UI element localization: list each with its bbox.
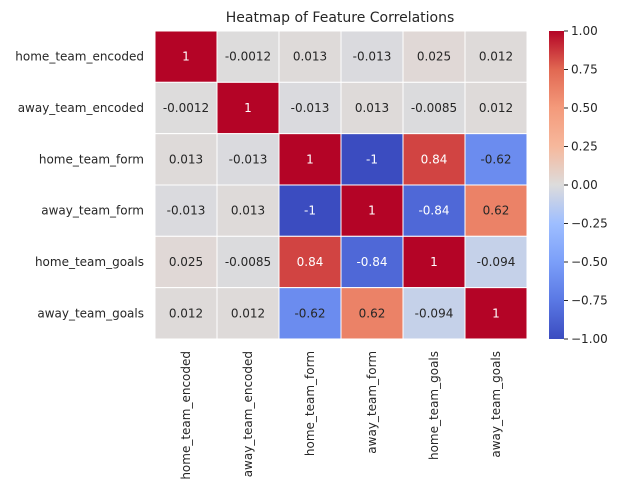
cell-value-label: -0.84 (418, 204, 449, 218)
col-tick-label: away_team_form (365, 351, 379, 454)
cell-value-label: -0.013 (167, 204, 206, 218)
heatmap-cell (464, 30, 528, 83)
cell-value-label: 1 (182, 50, 190, 64)
row-tick-label: home_team_goals (35, 255, 144, 269)
heatmap-cell (278, 30, 342, 83)
cell-value-label: 0.62 (483, 204, 510, 218)
cell-value-label: 0.012 (231, 306, 265, 320)
cell-value-label: 1 (244, 101, 252, 115)
row-tick-labels: home_team_encoded away_team_encoded home_t… (15, 50, 144, 321)
heatmap-cell (464, 133, 528, 186)
row-tick-label: away_team_encoded (18, 101, 144, 115)
colorbar-tick-label: 1.00 (571, 24, 598, 38)
cell-value-label: 0.012 (169, 306, 203, 320)
colorbar-tick-label: 0.50 (571, 101, 598, 115)
cell-value-label: -1 (304, 204, 316, 218)
cell-value-label: 1 (492, 306, 500, 320)
colorbar-tick-label: −0.50 (571, 255, 608, 269)
cell-value-label: 0.025 (417, 50, 451, 64)
colorbar-tick-label: −0.25 (571, 217, 608, 231)
heatmap-cell (216, 133, 280, 186)
heatmap-cell (154, 235, 218, 289)
heatmap-cell (464, 235, 528, 289)
cell-value-label: -0.0012 (225, 50, 271, 64)
cell-value-label: 0.013 (231, 204, 265, 218)
cell-value-label: -0.0085 (411, 101, 457, 115)
cell-value-label: -0.62 (480, 152, 511, 166)
cell-value-label: 0.013 (293, 50, 327, 64)
heatmap-cell (464, 81, 528, 135)
heatmap-cell (340, 184, 404, 237)
cell-value-label: 1 (306, 152, 314, 166)
col-tick-label: home_team_form (303, 351, 317, 456)
cell-value-label: -0.094 (477, 255, 516, 269)
colorbar-tick-label: −0.75 (571, 294, 608, 308)
colorbar (549, 31, 564, 339)
heatmap-cell (154, 287, 218, 340)
heatmap-cell (278, 184, 342, 237)
row-tick-label: away_team_form (41, 204, 144, 218)
cell-value-label: -0.013 (229, 152, 268, 166)
colorbar-ticks: 1.00 0.75 0.50 0.25 0.00 −0.25 −0.50 −0.75 −1.00 (564, 24, 608, 346)
row-tick-label: away_team_goals (37, 306, 144, 320)
cell-value-label: -0.013 (291, 101, 330, 115)
cell-value-label: -0.094 (415, 306, 454, 320)
cell-value-label: -0.84 (356, 255, 387, 269)
cell-value-label: 0.84 (297, 255, 324, 269)
col-tick-label: away_team_encoded (241, 351, 255, 477)
cell-value-label: -0.0012 (163, 101, 209, 115)
cell-value-label: 1 (430, 255, 438, 269)
heatmap-cell (340, 81, 404, 135)
heatmap-cell (216, 81, 280, 135)
heatmap-cell (154, 30, 218, 83)
cell-value-label: 0.012 (479, 50, 513, 64)
cell-value-label: -0.62 (294, 306, 325, 320)
col-tick-label: away_team_goals (489, 351, 503, 458)
cell-value-label: 1 (368, 204, 376, 218)
cell-value-label: -0.0085 (225, 255, 271, 269)
chart-title: Heatmap of Feature Correlations (226, 10, 455, 26)
cell-value-label: -0.013 (353, 50, 392, 64)
heatmap-cell (278, 235, 342, 289)
colorbar-tick-label: 0.75 (571, 63, 598, 77)
heatmap-cell (464, 287, 528, 340)
heatmap-cell (154, 184, 218, 237)
cell-value-label: 0.013 (169, 152, 203, 166)
col-tick-labels: home_team_encoded away_team_encoded home_t… (179, 351, 503, 480)
heatmap-cell (464, 184, 528, 237)
cell-value-label: 0.013 (355, 101, 389, 115)
heatmap-cell (216, 184, 280, 237)
col-tick-label: home_team_goals (427, 351, 441, 460)
heatmap-cell (216, 30, 280, 83)
heatmap-cell (340, 287, 404, 340)
cell-value-label: 0.84 (421, 152, 448, 166)
cell-value-label: 0.012 (479, 101, 513, 115)
heatmap-cell (402, 235, 466, 289)
heatmap-cell (340, 133, 404, 186)
heatmap-cell (402, 133, 466, 186)
heatmap-cell (402, 184, 466, 237)
row-tick-label: home_team_form (39, 152, 144, 166)
col-tick-label: home_team_encoded (179, 351, 193, 480)
row-tick-label: home_team_encoded (15, 50, 144, 64)
cell-value-label: -1 (366, 152, 378, 166)
colorbar-tick-label: 0.25 (571, 140, 598, 154)
heatmap-cell (340, 235, 404, 289)
heatmap-cell (402, 287, 466, 340)
cell-value-label: 0.62 (359, 306, 386, 320)
cell-value-label: 0.025 (169, 255, 203, 269)
colorbar-tick-label: −1.00 (571, 332, 608, 346)
heatmap-cells: 1 -0.0012 0.013 -0.013 0.025 0.012 -0.0012 1 -0.… (154, 30, 528, 340)
colorbar-tick-label: 0.00 (571, 178, 598, 192)
